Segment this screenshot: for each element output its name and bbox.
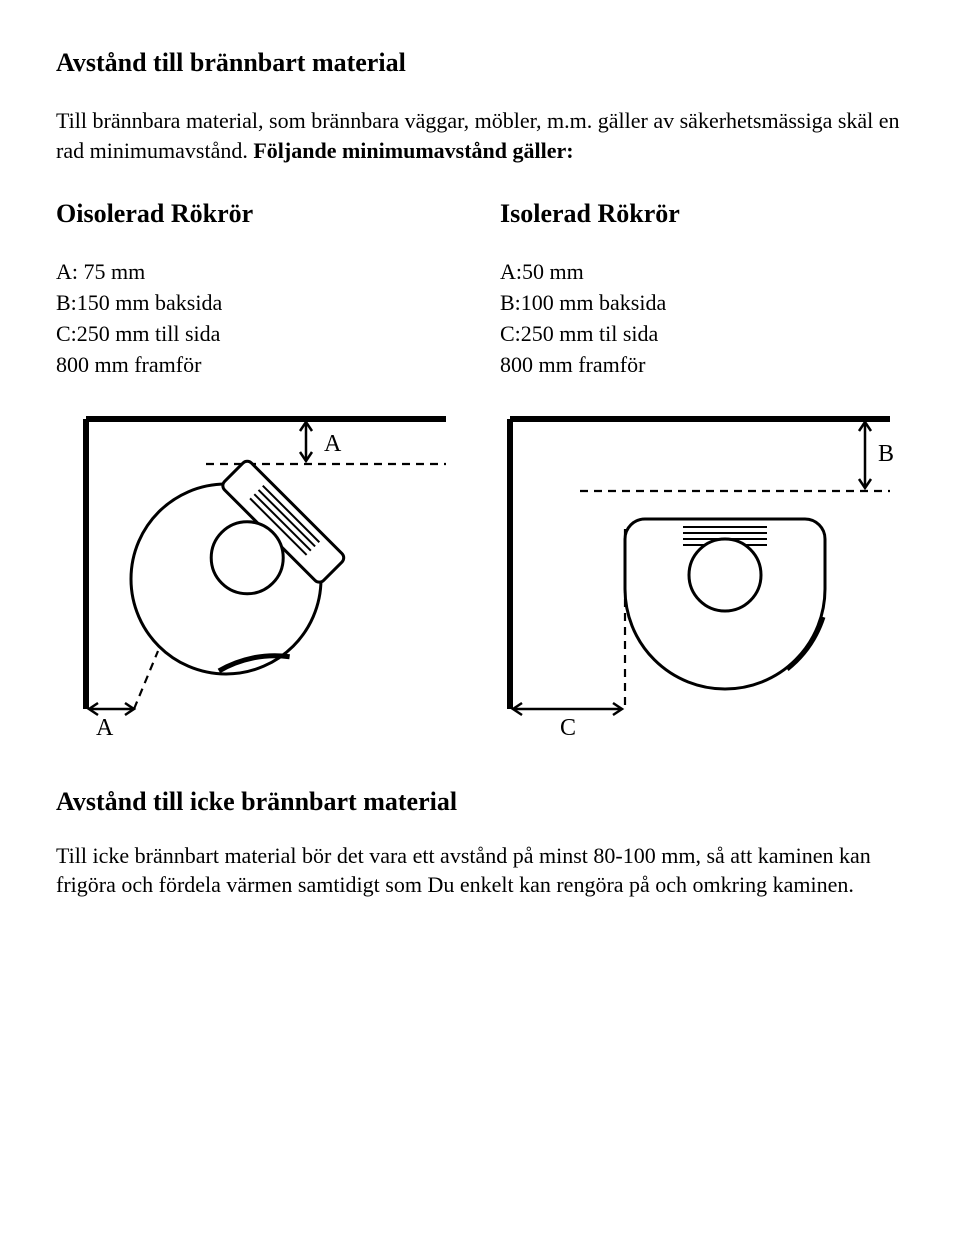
columns-lists: A: 75 mm B:150 mm baksida C:250 mm till … (56, 257, 904, 380)
col1-c: C:250 mm till sida (56, 319, 460, 350)
intro-bold: Följande minimumavstånd gäller: (253, 138, 573, 163)
col1-b: B:150 mm baksida (56, 288, 460, 319)
col2-d: 800 mm framför (500, 350, 904, 381)
col2-b: B:100 mm baksida (500, 288, 904, 319)
heading-distance-noncombustible: Avstånd till icke brännbart material (56, 787, 904, 817)
diagram-wall: B C (500, 409, 904, 739)
col2-c: C:250 mm til sida (500, 319, 904, 350)
col1-a: A: 75 mm (56, 257, 460, 288)
col1-d: 800 mm framför (56, 350, 460, 381)
diagram1-label-left: A (96, 715, 114, 739)
col2-head: Isolerad Rökrör (500, 199, 904, 229)
para-noncombustible: Till icke brännbart material bör det var… (56, 841, 904, 900)
diagram-corner: A A (56, 409, 460, 739)
diagrams-row: A A (56, 409, 904, 739)
diagram2-label-bottom: C (560, 715, 576, 739)
diagram2-label-right: B (878, 441, 894, 467)
columns-headings: Oisolerad Rökrör Isolerad Rökrör (56, 189, 904, 257)
heading-distance-combustible: Avstånd till brännbart material (56, 48, 904, 78)
intro-paragraph: Till brännbara material, som brännbara v… (56, 106, 904, 165)
col2-a: A:50 mm (500, 257, 904, 288)
diagram1-label-top: A (324, 431, 342, 457)
col1-head: Oisolerad Rökrör (56, 199, 460, 229)
